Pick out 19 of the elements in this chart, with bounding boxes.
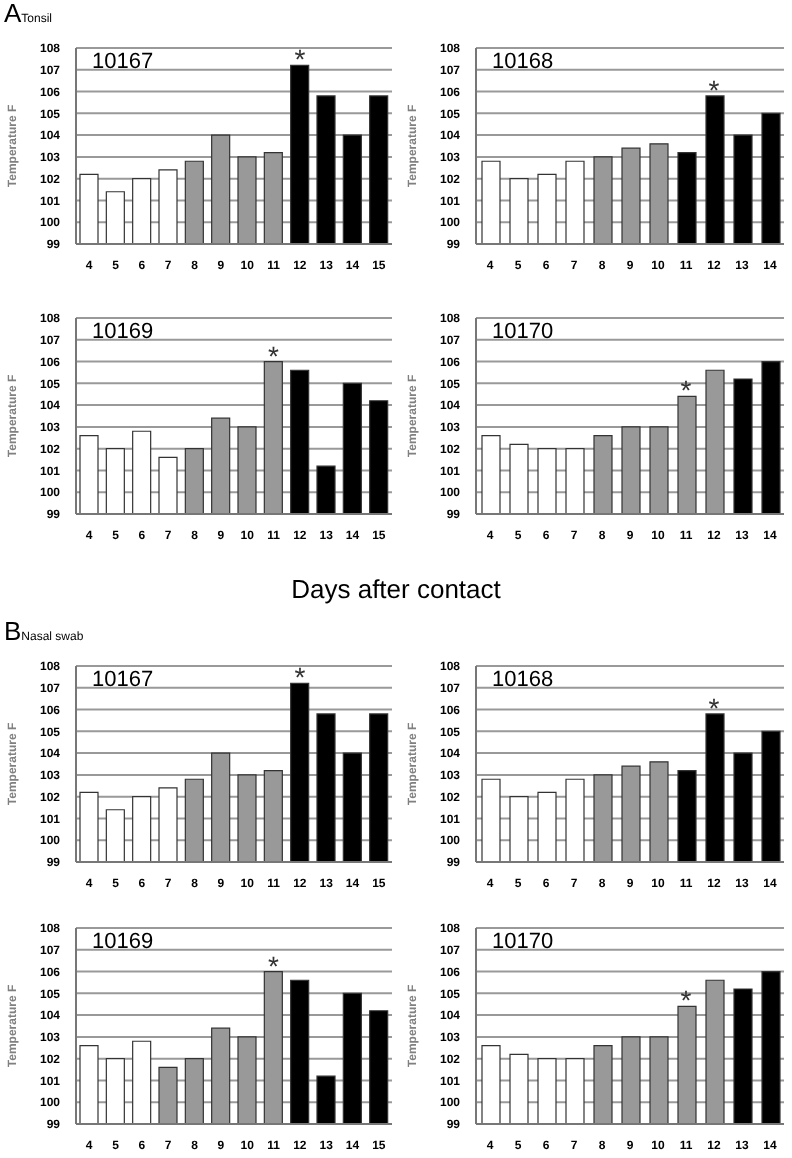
annotation: *: [680, 984, 693, 1017]
annotation: *: [680, 374, 693, 407]
chart-title: 10170: [492, 320, 554, 344]
text: Days after contact: [289, 574, 503, 604]
annotation: *: [268, 339, 281, 372]
annotation: *: [708, 691, 721, 724]
annotation: *: [268, 949, 281, 982]
annotation: *: [294, 661, 307, 694]
text: A: [4, 0, 22, 28]
chart-title: 10167: [92, 668, 154, 692]
text: B: [4, 616, 22, 646]
chart-title: 10168: [492, 668, 554, 692]
chart-title: 10169: [92, 930, 154, 954]
annotation: *: [294, 43, 307, 76]
chart-title: 10169: [92, 320, 154, 344]
chart-title: 10167: [92, 50, 154, 74]
chart-title: 10170: [492, 930, 554, 954]
annotation: *: [708, 73, 721, 106]
chart-title: 10168: [492, 50, 554, 74]
